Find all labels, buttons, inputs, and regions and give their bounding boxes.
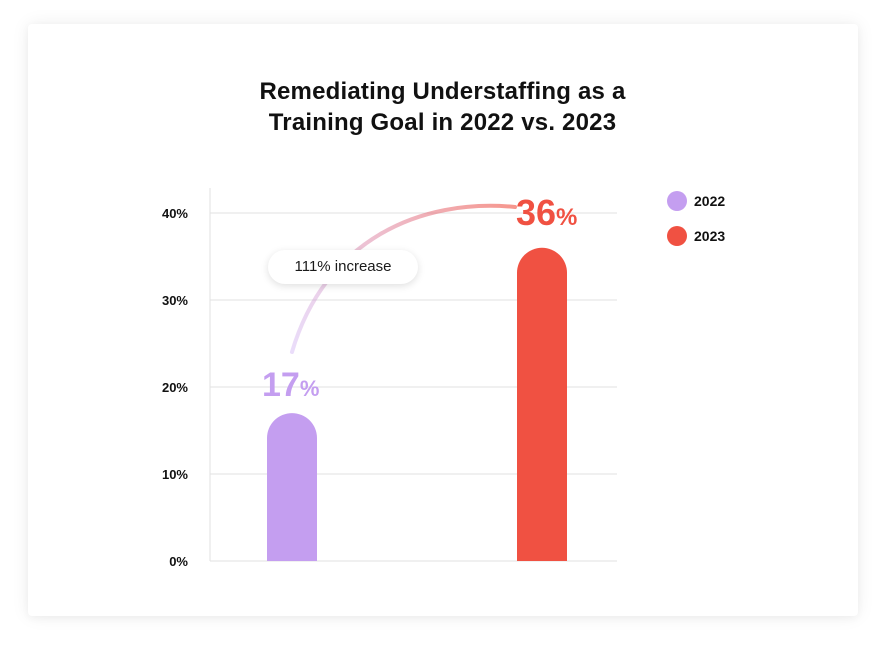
chart-card <box>28 24 858 616</box>
value-unit-2022: % <box>300 376 320 401</box>
bar-2023 <box>517 247 567 561</box>
legend-label-2023: 2023 <box>694 228 725 244</box>
chart-title-line-1: Remediating Understaffing as a <box>259 78 626 105</box>
bar-2022 <box>267 413 317 561</box>
legend: 2022 2023 <box>667 191 725 246</box>
legend-swatch-2023 <box>667 226 687 246</box>
bar-layer <box>267 247 567 561</box>
y-tick-label-0: 0% <box>169 554 188 569</box>
label-layer: 17%36% <box>262 192 577 404</box>
legend-swatch-2022 <box>667 191 687 211</box>
chart-title: Remediating Understaffing as a Training … <box>0 76 885 138</box>
y-tick-label-30: 30% <box>162 293 188 308</box>
value-label-2023: 36% <box>516 192 577 233</box>
increase-arc <box>290 203 517 354</box>
value-number-2022: 17 <box>262 366 300 404</box>
increase-callout: 111% increase <box>268 250 418 284</box>
y-tick-label-40: 40% <box>162 206 188 221</box>
value-unit-2023: % <box>556 204 577 231</box>
value-label-2022: 17% <box>262 366 319 404</box>
y-tick-label-10: 10% <box>162 467 188 482</box>
chart-title-line-2: Training Goal in 2022 vs. 2023 <box>268 109 617 136</box>
legend-label-2022: 2022 <box>694 193 725 209</box>
value-number-2023: 36 <box>516 192 556 233</box>
y-tick-label-20: 20% <box>162 380 188 395</box>
